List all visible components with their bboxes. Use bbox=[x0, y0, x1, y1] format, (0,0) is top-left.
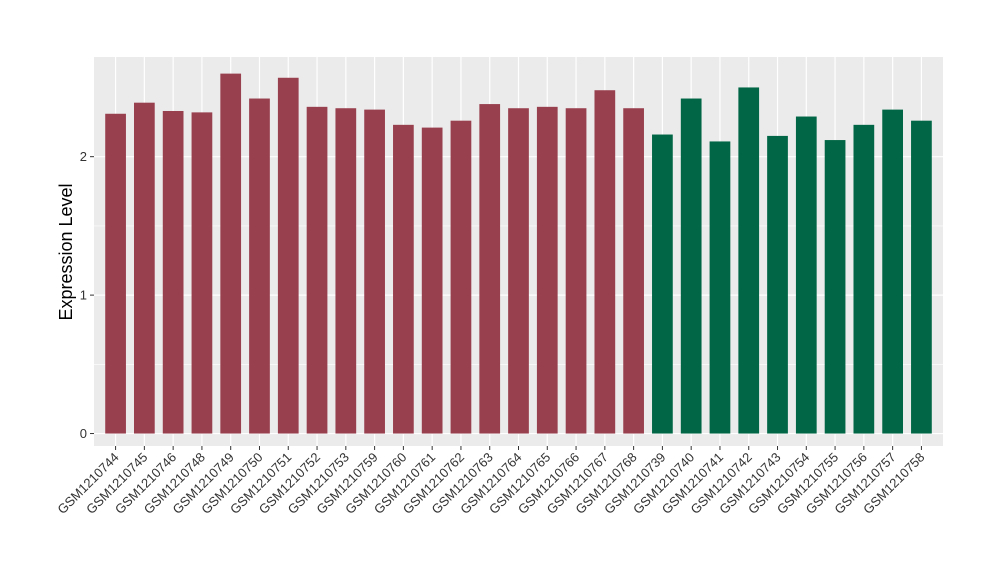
bar bbox=[306, 106, 328, 434]
bar bbox=[565, 108, 587, 434]
bar bbox=[680, 98, 702, 434]
bar bbox=[594, 90, 616, 434]
bars bbox=[105, 73, 932, 434]
bar bbox=[767, 135, 788, 434]
y-axis-title: Expression Level bbox=[56, 183, 76, 320]
bar bbox=[536, 106, 558, 434]
bar bbox=[393, 124, 414, 434]
bar bbox=[364, 109, 385, 434]
bar bbox=[134, 102, 155, 434]
bar bbox=[709, 141, 731, 434]
bar bbox=[249, 98, 270, 434]
bar bbox=[853, 124, 875, 434]
bar bbox=[882, 109, 903, 434]
bar bbox=[738, 87, 760, 434]
bar bbox=[795, 116, 817, 434]
bar bbox=[824, 140, 846, 434]
bar bbox=[105, 113, 126, 434]
bar bbox=[479, 104, 501, 434]
bar bbox=[911, 120, 932, 434]
bar bbox=[191, 112, 213, 434]
bar bbox=[335, 108, 357, 434]
bar bbox=[450, 120, 472, 434]
bar bbox=[652, 134, 673, 434]
bar bbox=[421, 127, 443, 434]
bar bbox=[162, 110, 184, 434]
y-tick-label: 0 bbox=[80, 426, 87, 441]
bar bbox=[220, 73, 242, 434]
y-tick-label: 1 bbox=[80, 288, 87, 303]
y-axis: 0 1 2 bbox=[80, 149, 94, 441]
bar bbox=[623, 108, 644, 434]
y-tick-label: 2 bbox=[80, 149, 87, 164]
bar bbox=[508, 108, 529, 434]
x-axis: GSM1210744GSM1210745GSM1210746GSM1210748… bbox=[54, 446, 928, 517]
bar bbox=[277, 77, 299, 434]
